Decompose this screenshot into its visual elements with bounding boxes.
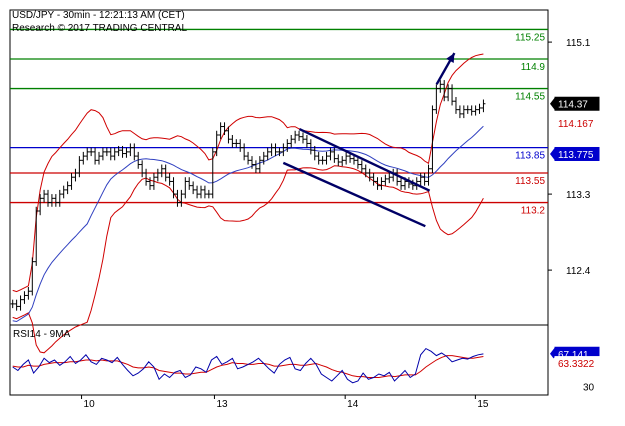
chart-title: USD/JPY - 30min - 12:21:13 AM (CET) [12, 10, 185, 21]
price-badge-2-pointer [550, 147, 555, 161]
price-tick-label: 113.3 [566, 190, 591, 201]
time-tick-label: 10 [84, 399, 96, 410]
level-label-2: 114.55 [515, 92, 545, 103]
price-badge-0-pointer [550, 97, 555, 111]
target-arrow-head [446, 53, 455, 64]
rsi-layer [12, 347, 484, 384]
rsi-line [12, 347, 484, 384]
trendline-1 [282, 161, 426, 228]
level-label-1: 114.9 [521, 62, 546, 73]
level-label-0: 115.25 [515, 32, 545, 43]
price-badge-2-text: 113.775 [558, 150, 594, 161]
time-tick-label: 13 [216, 399, 228, 410]
price-badge-0-text: 114.37 [558, 100, 588, 111]
axes-layer: 115.1 113.3 112.4 30 10 13 14 15 [81, 38, 595, 410]
rsi-badge-0-text: 67.141 [558, 350, 589, 361]
rsi-panel-frame [9, 324, 549, 396]
price-tick-label: 115.1 [566, 38, 591, 49]
bollinger-upper [12, 53, 484, 293]
rsi-badge-1-text: 63.3322 [558, 359, 595, 370]
rsi-label: RSI14 - 9MA [13, 329, 71, 340]
level-label-3: 113.85 [515, 151, 545, 162]
price-badge-1-text: 114.167 [558, 119, 594, 130]
chart-subtitle: Research © 2017 TRADING CENTRAL [12, 23, 187, 34]
price-layer [10, 80, 486, 311]
bollinger-lower [12, 165, 484, 354]
price-tick-label: 112.4 [566, 266, 591, 277]
levels-layer: 115.25 114.9 114.55 113.85 113.55 113.2 [10, 28, 548, 217]
price-panel-frame [9, 9, 549, 326]
moving-average-line [12, 125, 484, 323]
level-label-4: 113.55 [515, 176, 545, 187]
rsi-badge-1-pointer [550, 356, 555, 370]
trendline-0 [298, 127, 431, 192]
level-label-5: 113.2 [521, 206, 546, 217]
price-badge-1-pointer [550, 116, 555, 130]
rsi-badge-0-pointer [550, 347, 555, 361]
time-tick-label: 15 [477, 399, 489, 410]
bollinger-layer [12, 53, 484, 354]
time-tick-label: 14 [347, 399, 359, 410]
rsi-ma-line [12, 355, 484, 378]
rsi-tick-label: 30 [583, 382, 595, 393]
trendline-layer [282, 52, 456, 228]
